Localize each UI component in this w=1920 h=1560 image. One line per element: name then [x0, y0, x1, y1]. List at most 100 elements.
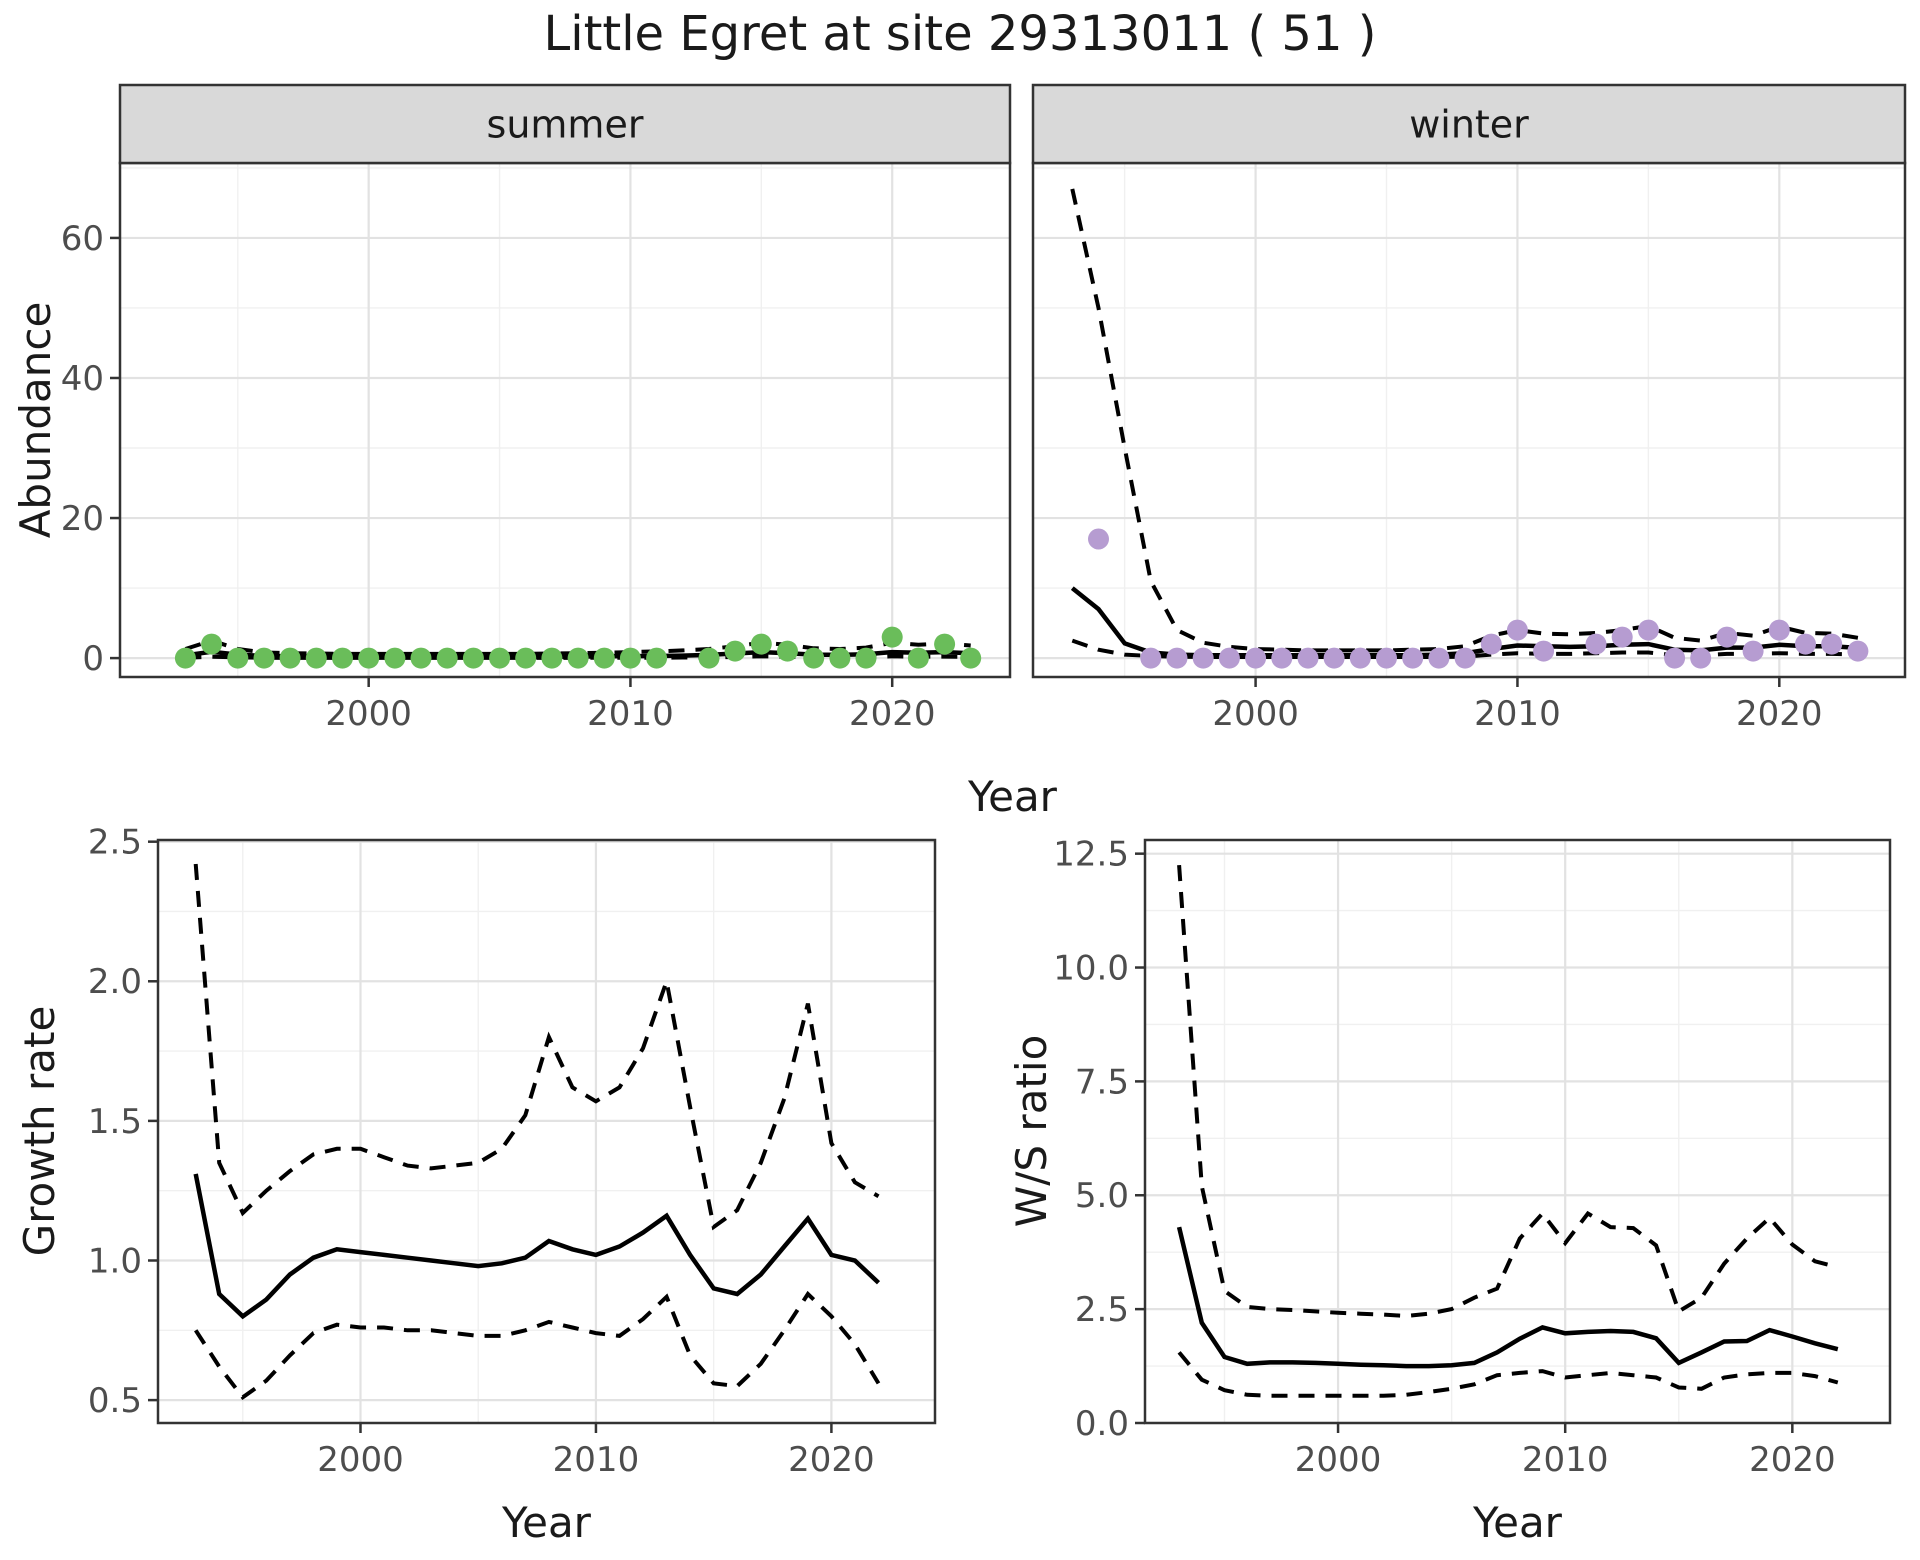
data-point: [1271, 647, 1293, 669]
data-point: [332, 647, 353, 669]
data-point: [1376, 647, 1397, 669]
data-point: [384, 647, 406, 669]
y-axis-title-abundance: Abundance: [11, 301, 60, 539]
y-tick-label: 40: [61, 359, 104, 399]
y-axis-title-ws-ratio: W/S ratio: [1007, 1034, 1056, 1228]
data-point: [829, 647, 851, 669]
data-point: [1821, 633, 1843, 655]
data-point: [1480, 633, 1502, 655]
facet-strip: [1031, 83, 1907, 165]
data-point: [724, 640, 746, 662]
x-tick-label: 2000: [1295, 1440, 1382, 1480]
data-point: [1297, 647, 1319, 669]
facet-strip-label: summer: [487, 102, 644, 146]
data-point: [1795, 633, 1816, 655]
upper-ci-line: [1177, 864, 1839, 1319]
x-tick-label: 2010: [553, 1440, 640, 1480]
data-point: [567, 647, 589, 669]
panel-ws_ratio: 2000 2010 2020 0.0 2.5 5.0 7.5 10.0 12.5: [1053, 835, 1892, 1480]
data-point: [1506, 619, 1528, 641]
axis-abundance_summer: 2000 2010 2020 0 20 40 60: [61, 219, 936, 734]
y-tick-label: 2.0: [88, 962, 142, 1002]
data-point: [279, 647, 301, 669]
data-point: [1245, 647, 1267, 669]
x-tick-label: 2020: [849, 694, 936, 734]
data-point: [855, 647, 877, 669]
data-point: [1402, 647, 1424, 669]
data-point: [462, 647, 484, 669]
data-point: [1454, 647, 1476, 669]
y-tick-label: 2.5: [88, 823, 142, 863]
data-point: [1088, 528, 1109, 550]
lower-ci-line: [1071, 638, 1858, 659]
y-tick-label: 0.5: [88, 1381, 142, 1421]
data-point: [1349, 647, 1371, 669]
data-point: [1637, 619, 1659, 641]
y-tick-label: 0.0: [1075, 1404, 1129, 1444]
data-point: [803, 647, 825, 669]
plot-title: Little Egret at site 29313011 ( 51 ): [543, 6, 1377, 62]
data-point: [410, 647, 432, 669]
data-point: [698, 647, 720, 669]
y-tick-label: 7.5: [1075, 1062, 1129, 1102]
y-tick-label: 10.0: [1053, 948, 1129, 988]
data-point: [358, 647, 380, 669]
x-tick-label: 2010: [587, 694, 674, 734]
data-point: [1611, 626, 1633, 648]
data-point: [436, 647, 458, 669]
data-point: [515, 647, 537, 669]
fit-line: [193, 1173, 881, 1320]
data-point: [646, 647, 668, 669]
x-tick-label: 2010: [1474, 694, 1561, 734]
data-points-abundance_winter: [1088, 528, 1869, 669]
y-tick-label: 2.5: [1075, 1290, 1129, 1330]
data-point: [1768, 619, 1790, 641]
data-point: [174, 647, 196, 669]
data-point: [1323, 647, 1345, 669]
y-tick-label: 1.0: [88, 1241, 142, 1281]
data-point: [489, 647, 511, 669]
data-point: [619, 647, 641, 669]
x-axis-title-year-ws: Year: [1473, 1498, 1562, 1547]
data-point: [305, 647, 327, 669]
y-tick-label: 1.5: [88, 1102, 142, 1142]
y-tick-label: 12.5: [1053, 835, 1129, 875]
data-point: [1690, 647, 1712, 669]
y-tick-label: 20: [61, 499, 104, 539]
data-point: [960, 647, 982, 669]
panel-growth_rate: 2000 2010 2020 0.5 1.0 1.5 2.0 2.5: [88, 823, 937, 1480]
data-point: [1742, 640, 1764, 662]
axis-abundance_winter: 2000 2010 2020: [1212, 677, 1823, 734]
x-tick-label: 2020: [1749, 1440, 1836, 1480]
data-point: [253, 647, 275, 669]
x-axis-title-year-growth: Year: [502, 1498, 591, 1547]
data-point: [1140, 647, 1162, 669]
x-tick-label: 2010: [1522, 1440, 1609, 1480]
y-tick-label: 0: [82, 639, 104, 679]
data-point: [593, 647, 615, 669]
data-point: [1428, 647, 1450, 669]
data-point: [934, 633, 956, 655]
x-tick-label: 2020: [1736, 694, 1823, 734]
facet-strip: [118, 83, 1012, 165]
data-point: [1192, 647, 1214, 669]
y-tick-label: 5.0: [1075, 1176, 1129, 1216]
data-point: [881, 626, 903, 648]
data-point: [1847, 640, 1869, 662]
axis-growth_rate: 2000 2010 2020 0.5 1.0 1.5 2.0 2.5: [88, 823, 875, 1480]
lower-ci-line: [1177, 1351, 1839, 1398]
y-tick-label: 60: [61, 219, 104, 259]
data-points-abundance_summer: [174, 626, 982, 669]
data-point: [1533, 640, 1555, 662]
data-point: [227, 647, 249, 669]
x-axis-title-year-top: Year: [968, 772, 1057, 821]
data-point: [1218, 647, 1240, 669]
x-tick-label: 2000: [1212, 694, 1299, 734]
panel-abundance_winter: 2000 2010 2020 winter: [1031, 83, 1907, 734]
data-point: [1166, 647, 1188, 669]
gridlines: [1145, 840, 1890, 1425]
fit-line: [1176, 1226, 1839, 1369]
data-point: [1585, 633, 1607, 655]
